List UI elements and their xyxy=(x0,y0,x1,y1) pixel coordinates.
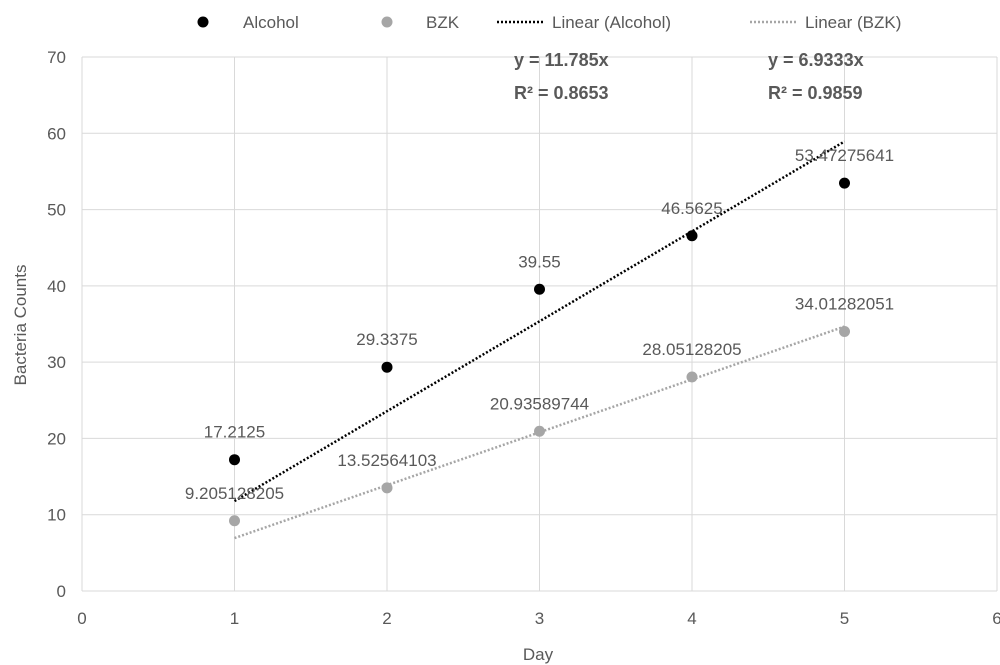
data-label-alcohol: 39.55 xyxy=(518,252,561,271)
data-label-bzk: 13.52564103 xyxy=(337,451,436,470)
legend-marker-bzk xyxy=(381,16,393,28)
x-axis-title: Day xyxy=(523,645,554,664)
x-tick-label: 1 xyxy=(230,609,239,628)
axis-ticks: 0 10 20 30 40 50 60 70 0 1 2 3 4 5 6 xyxy=(47,48,1000,628)
y-tick-label: 60 xyxy=(47,124,66,143)
x-tick-label: 6 xyxy=(992,609,1000,628)
r2-bzk: R² = 0.9859 xyxy=(768,83,863,103)
data-label-bzk: 28.05128205 xyxy=(642,340,741,359)
y-tick-label: 0 xyxy=(57,582,66,601)
point-bzk xyxy=(229,515,240,527)
y-tick-label: 40 xyxy=(47,277,66,296)
point-bzk xyxy=(534,425,545,437)
x-tick-label: 3 xyxy=(535,609,544,628)
data-points xyxy=(229,177,850,527)
legend: Alcohol BZK Linear (Alcohol) Linear (BZK… xyxy=(197,13,901,32)
legend-marker-alcohol xyxy=(197,16,209,28)
data-label-alcohol: 17.2125 xyxy=(204,423,265,442)
data-label-alcohol: 46.5625 xyxy=(661,199,722,218)
legend-label-linear-bzk: Linear (BZK) xyxy=(805,13,901,32)
point-bzk xyxy=(839,326,850,338)
point-alcohol xyxy=(229,454,240,466)
point-alcohol xyxy=(534,283,545,295)
y-tick-label: 70 xyxy=(47,48,66,67)
equation-alcohol: y = 11.785x xyxy=(514,50,609,70)
data-labels: 17.2125 29.3375 39.55 46.5625 53.47275641 9.2… xyxy=(185,146,894,503)
gridlines xyxy=(81,56,998,592)
data-label-bzk: 20.93589744 xyxy=(490,394,589,413)
r2-alcohol: R² = 0.8653 xyxy=(514,83,609,103)
trendline-equations: y = 11.785x R² = 0.8653 y = 6.9333x R² =… xyxy=(514,50,864,103)
x-tick-label: 4 xyxy=(687,609,696,628)
point-alcohol xyxy=(381,361,393,373)
legend-label-alcohol: Alcohol xyxy=(243,13,299,32)
data-label-alcohol: 53.47275641 xyxy=(795,146,894,165)
legend-label-linear-alcohol: Linear (Alcohol) xyxy=(552,13,671,32)
data-label-bzk: 34.01282051 xyxy=(795,295,894,314)
x-tick-label: 5 xyxy=(840,609,849,628)
y-tick-label: 10 xyxy=(47,506,66,525)
data-label-bzk: 9.205128205 xyxy=(185,484,284,503)
point-alcohol xyxy=(839,177,850,189)
y-tick-label: 50 xyxy=(47,201,66,220)
y-tick-label: 20 xyxy=(47,429,66,448)
x-tick-label: 0 xyxy=(77,609,86,628)
y-axis-title: Bacteria Counts xyxy=(11,265,30,386)
y-tick-label: 30 xyxy=(47,353,66,372)
data-label-alcohol: 29.3375 xyxy=(356,330,417,349)
point-bzk xyxy=(686,371,698,383)
point-bzk xyxy=(381,482,393,494)
x-tick-label: 2 xyxy=(382,609,391,628)
equation-bzk: y = 6.9333x xyxy=(768,50,864,70)
point-alcohol xyxy=(686,230,698,242)
legend-label-bzk: BZK xyxy=(426,13,460,32)
